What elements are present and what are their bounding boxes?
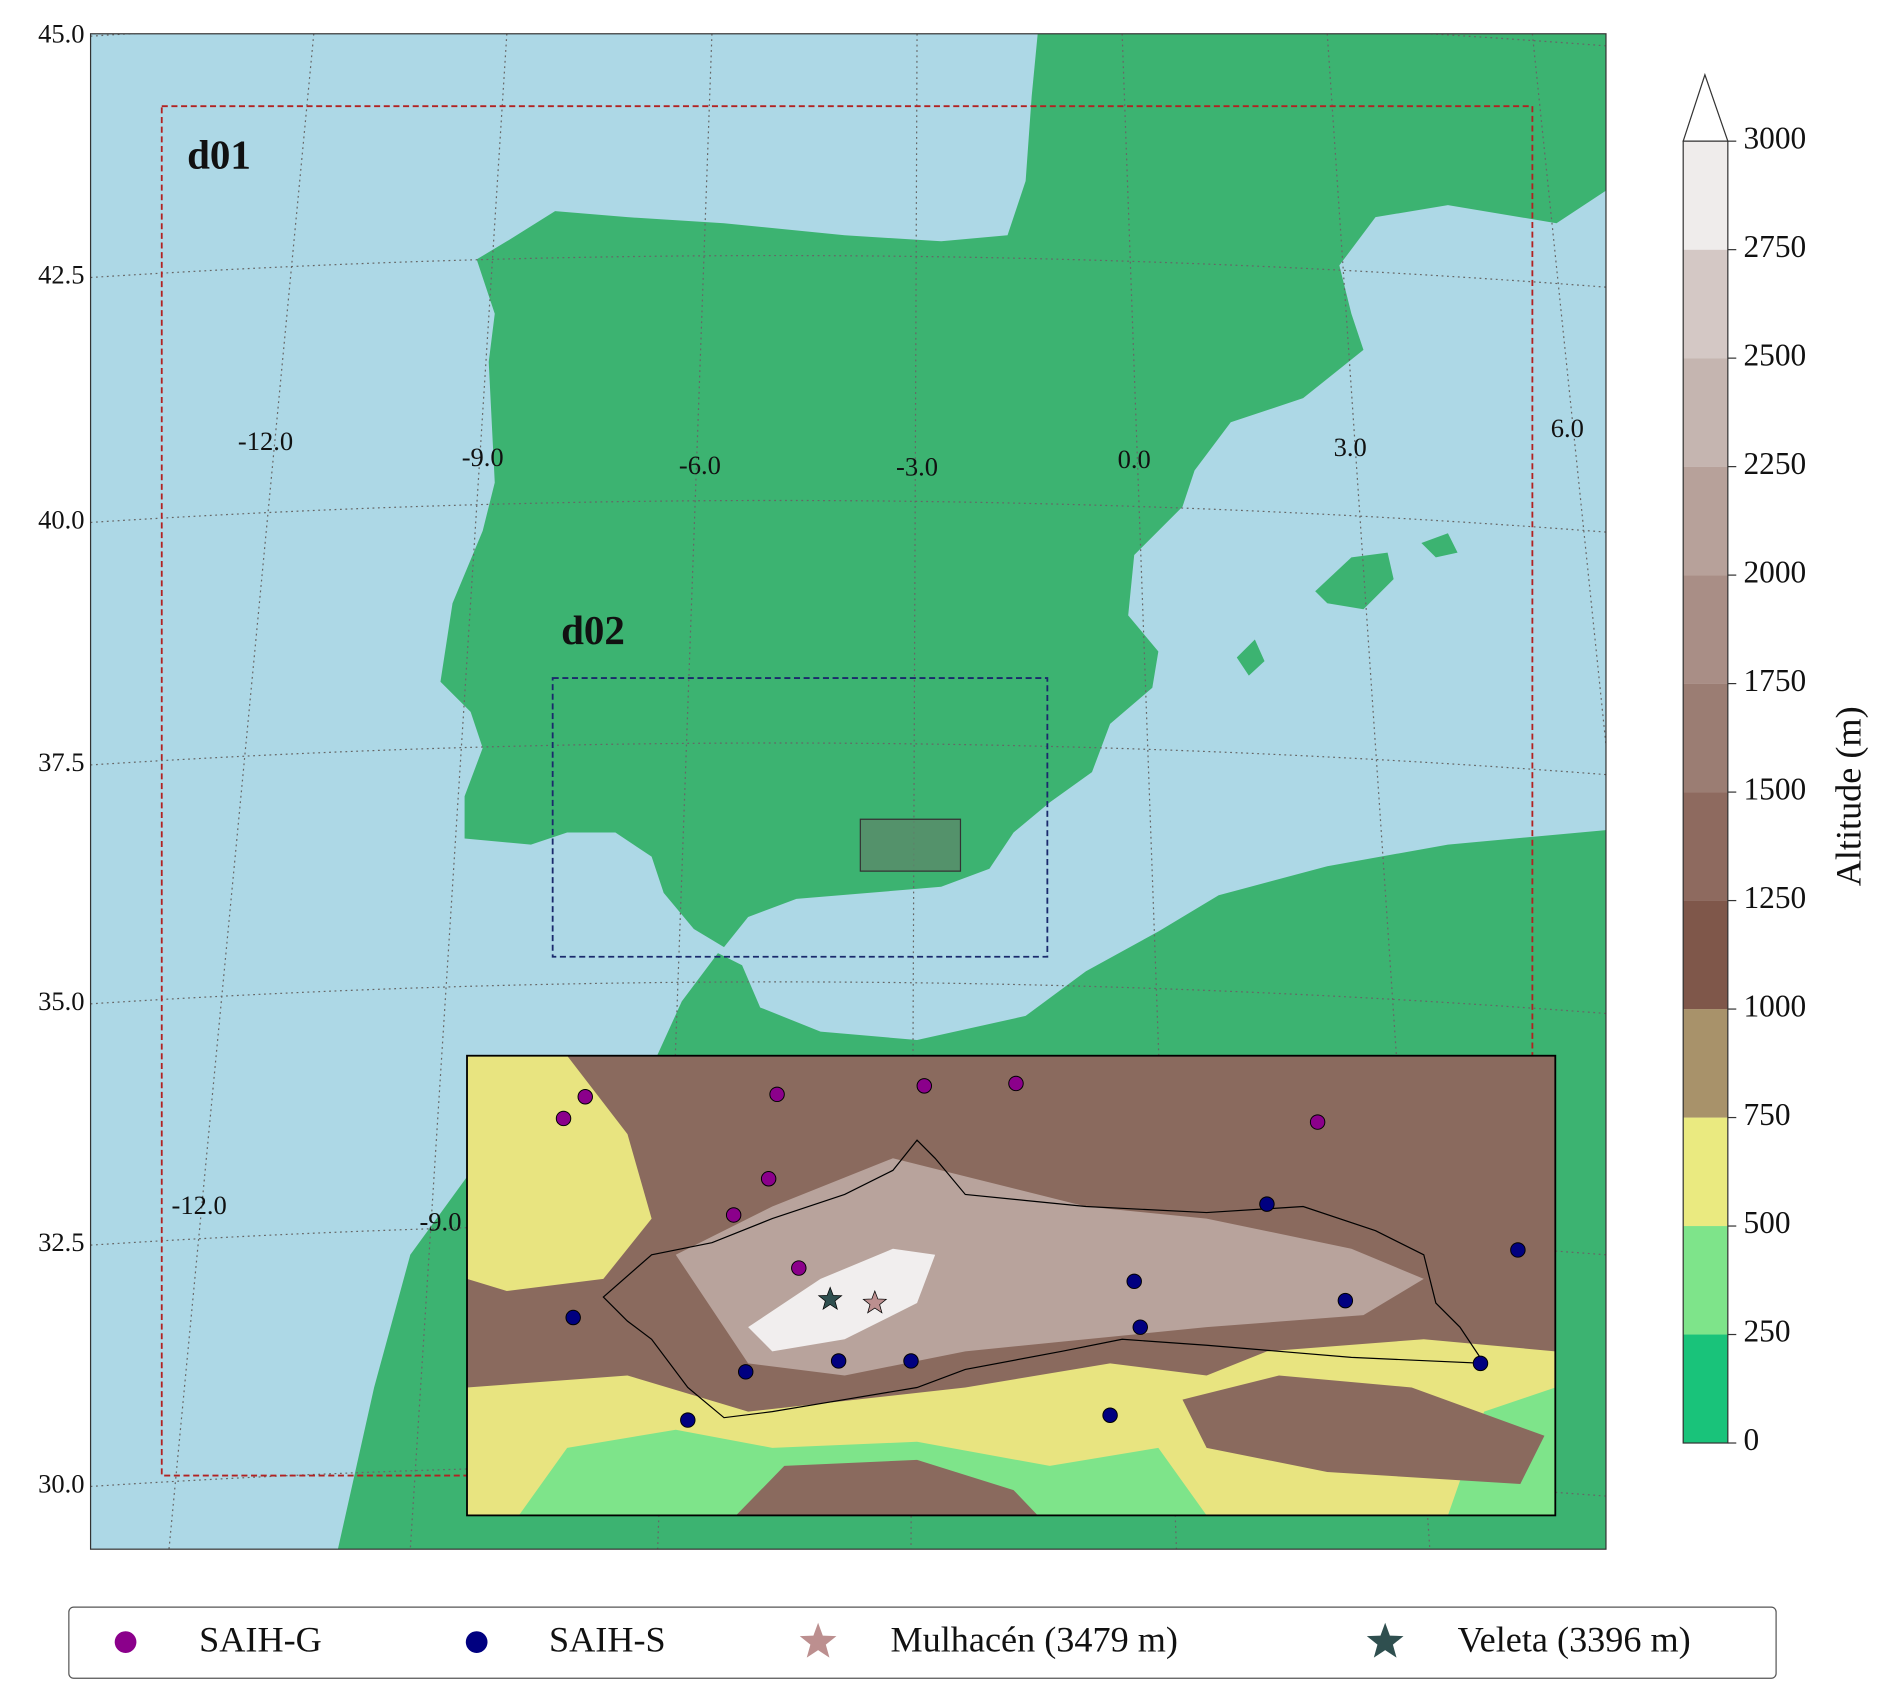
latitude-label: 42.5: [38, 260, 84, 290]
parallel: [90, 499, 1606, 533]
colorbar-tick-label: 0: [1744, 1422, 1760, 1457]
legend: [68, 1606, 1777, 1679]
inset-frame: [466, 1054, 1557, 1517]
colorbar-tick-label: 3000: [1744, 120, 1807, 155]
latitude-label: 40.0: [38, 505, 84, 535]
balearic-islands: [1236, 533, 1458, 676]
station-saih-g: [916, 1078, 933, 1094]
colorbar-band: [1683, 466, 1728, 576]
station-saih-s: [680, 1412, 696, 1428]
legend-marker: [1366, 1622, 1404, 1658]
station-saih-g: [725, 1207, 742, 1223]
station-saih-s: [1102, 1407, 1118, 1423]
stations: [555, 1075, 1526, 1428]
colorbar-tick-label: 500: [1744, 1205, 1791, 1240]
colorbar-band: [1683, 141, 1728, 250]
meridian: [409, 33, 508, 1550]
parallel: [90, 254, 1606, 288]
longitude-label: -12.0: [172, 1190, 227, 1220]
parallel: [90, 981, 1606, 1015]
longitude-label: -6.0: [679, 450, 721, 480]
domain-label: d02: [561, 607, 625, 653]
domain-d02: [551, 677, 1049, 958]
legend-label: SAIH-S: [549, 1620, 666, 1660]
legend-label: SAIH-G: [199, 1620, 322, 1660]
longitude-label: -3.0: [896, 451, 938, 481]
station-saih-s: [1126, 1273, 1142, 1290]
europe-land: [440, 33, 1606, 948]
station-saih-s: [1259, 1196, 1275, 1212]
veleta: [817, 1286, 843, 1311]
legend-marker: [114, 1631, 137, 1653]
colorbar-band: [1683, 1334, 1728, 1444]
mulhacen: [862, 1289, 888, 1314]
longitude-label: 6.0: [1551, 413, 1584, 443]
station-saih-g: [1309, 1114, 1326, 1130]
colorbar-band: [1683, 683, 1728, 793]
colorbar-tick-label: 2250: [1744, 446, 1807, 481]
station-saih-g: [791, 1260, 807, 1276]
colorbar-label: Altitude (m): [1828, 706, 1868, 886]
park-boundary: [602, 1139, 1486, 1419]
colorbar-extend: [1682, 72, 1729, 142]
meridian: [168, 33, 315, 1550]
station-saih-s: [737, 1364, 754, 1380]
colorbar-tick-label: 1250: [1744, 880, 1807, 915]
station-saih-s: [830, 1353, 847, 1369]
colorbar-tick-label: 1000: [1744, 988, 1807, 1023]
station-saih-s: [1472, 1355, 1489, 1372]
colorbar-tick-label: 2000: [1744, 554, 1807, 589]
station-saih-g: [1008, 1075, 1024, 1092]
colorbar-band: [1683, 575, 1728, 684]
inset: [467, 1055, 1556, 1516]
station-saih-s: [1510, 1242, 1526, 1258]
legend-label: Mulhacén (3479 m): [890, 1620, 1177, 1660]
longitude-label: 3.0: [1334, 432, 1367, 462]
legend-label: Veleta (3396 m): [1458, 1620, 1691, 1660]
colorbar-band: [1683, 358, 1728, 467]
station-saih-g: [769, 1086, 785, 1103]
station-saih-s: [1132, 1319, 1148, 1335]
terrain-peak: [748, 1248, 936, 1352]
colorbar-tick-label: 1500: [1744, 771, 1807, 806]
legend-marker: [799, 1622, 837, 1658]
latitude-label: 45.0: [38, 18, 84, 48]
domain-label: d01: [187, 132, 251, 178]
latitude-label: 35.0: [38, 986, 84, 1016]
longitude-label: -9.0: [462, 442, 504, 472]
domain-d01: [160, 105, 1534, 1477]
latitude-label: 30.0: [38, 1469, 84, 1499]
colorbar-band: [1683, 900, 1728, 1010]
colorbar-tick-label: 2750: [1744, 229, 1807, 264]
station-saih-s: [565, 1309, 581, 1326]
colorbar-tick-label: 1750: [1744, 663, 1807, 698]
longitude-label: -12.0: [238, 426, 293, 456]
legend-marker: [465, 1631, 488, 1653]
colorbar-tick-label: 2500: [1744, 337, 1807, 372]
colorbar-band: [1683, 1226, 1728, 1335]
legend-entries: SAIH-G SAIH-S Mulhacén (3479 m) Veleta (339…: [114, 1620, 1691, 1660]
colorbar-band: [1683, 249, 1728, 359]
station-saih-s: [1337, 1292, 1354, 1309]
map-frame: [89, 33, 1607, 1550]
colorbar-band: [1683, 792, 1728, 901]
colorbar-tick-label: 250: [1744, 1314, 1791, 1349]
station-saih-g: [760, 1171, 777, 1187]
station-saih-s: [903, 1353, 919, 1369]
latitude-label: 37.5: [38, 747, 84, 777]
colorbar-tick-label: 750: [1744, 1097, 1791, 1132]
station-saih-g: [555, 1110, 572, 1127]
colorbar: 0 250 500 750 1000 1250 1500 1750 2000 2250 2500 27…: [1682, 72, 1807, 1457]
terrain-hills: [736, 1375, 1545, 1516]
colorbar-band: [1683, 1009, 1728, 1118]
study-area: [859, 818, 962, 872]
parallel: [90, 742, 1606, 776]
station-saih-g: [577, 1089, 593, 1105]
colorbar-band: [1683, 1117, 1728, 1227]
longitude-label: -9.0: [419, 1207, 461, 1237]
latitude-label: 32.5: [38, 1227, 84, 1257]
longitude-label: 0.0: [1118, 444, 1151, 474]
